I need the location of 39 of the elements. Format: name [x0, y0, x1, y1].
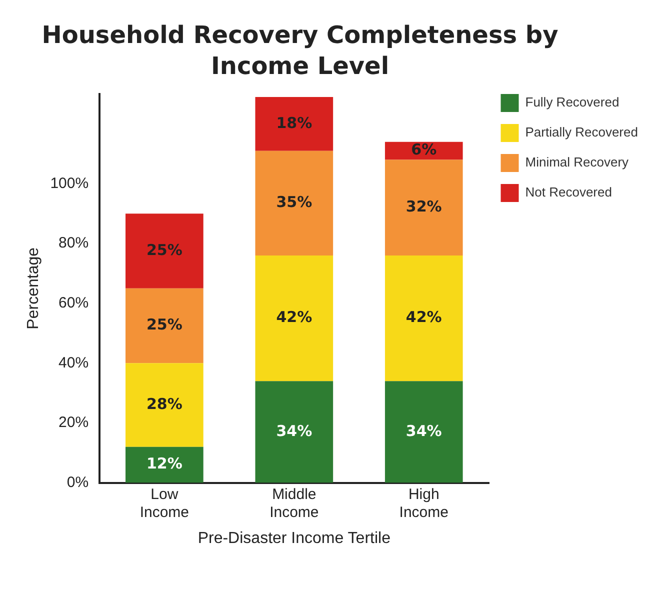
- bar: [255, 381, 334, 484]
- x-tick-label: Low Income: [140, 486, 190, 522]
- bar: [384, 381, 463, 484]
- y-tick-label: 20%: [58, 414, 89, 432]
- data-label: 6%: [411, 141, 437, 160]
- legend-label: Fully Recovered: [525, 94, 620, 110]
- y-axis-title: Percentage: [25, 248, 42, 330]
- legend-label: Not Recovered: [525, 184, 612, 200]
- data-label: 42%: [406, 308, 442, 327]
- y-tick-label: 40%: [58, 354, 89, 372]
- y-tick-label: 0%: [66, 474, 89, 492]
- bar: [384, 256, 463, 382]
- y-tick-label: 80%: [58, 235, 89, 252]
- data-label: 35%: [276, 193, 312, 212]
- x-tick-label: High Income: [399, 486, 448, 522]
- data-label: 12%: [146, 455, 182, 474]
- data-label: 32%: [406, 198, 442, 216]
- data-label: 42%: [276, 308, 312, 327]
- chart-title: Household Recovery Completeness by Income Level: [40, 20, 560, 82]
- legend-label: Minimal Recovery: [525, 154, 630, 170]
- bar: [384, 160, 463, 256]
- data-label: 25%: [146, 241, 182, 260]
- bar: [126, 364, 204, 448]
- data-label: 34%: [406, 422, 442, 440]
- bar: [255, 256, 334, 382]
- bar: [126, 214, 204, 289]
- bar: [126, 288, 204, 364]
- x-axis-title: Pre-Disaster Income Tertile: [198, 530, 391, 548]
- y-tick-label: 100%: [50, 175, 89, 192]
- data-label: 34%: [276, 422, 312, 440]
- x-tick-label: Middle Income: [270, 486, 319, 522]
- bar: [255, 151, 334, 256]
- bar: [126, 447, 204, 484]
- data-label: 28%: [146, 395, 182, 414]
- data-label: 25%: [146, 316, 182, 334]
- legend-label: Partially Recovered: [525, 124, 638, 140]
- data-label: 18%: [276, 114, 312, 132]
- bar: [255, 97, 334, 152]
- y-tick-label: 60%: [58, 294, 89, 312]
